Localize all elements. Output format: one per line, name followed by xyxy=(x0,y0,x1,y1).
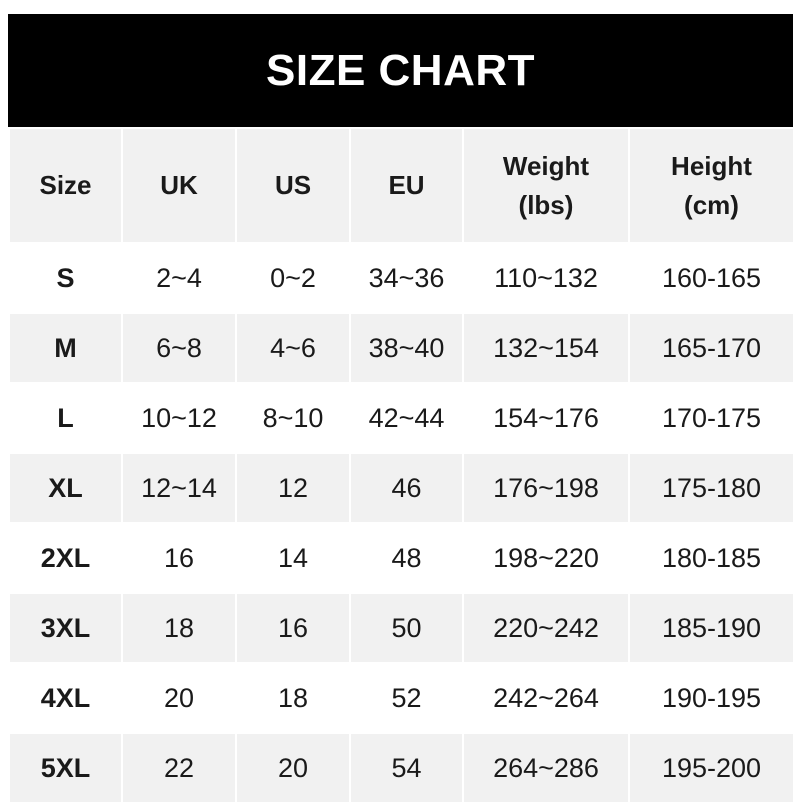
table-cell: 20 xyxy=(235,732,351,804)
table-cell: 160-165 xyxy=(628,242,795,314)
table-cell: 264~286 xyxy=(462,732,630,804)
table-cell: 18 xyxy=(121,592,237,664)
table-row: XL 12~14 12 46 176~198 175-180 xyxy=(8,452,795,524)
table-cell: 180-185 xyxy=(628,522,795,594)
table-cell: 16 xyxy=(235,592,351,664)
table-cell: 8~10 xyxy=(235,382,351,454)
table-row: 2XL 16 14 48 198~220 180-185 xyxy=(8,522,795,594)
table-cell: 220~242 xyxy=(462,592,630,664)
header-row: Size UK US EU Weight (lbs) Height (cm) xyxy=(8,127,795,244)
column-header: US xyxy=(235,127,351,244)
table-cell: 176~198 xyxy=(462,452,630,524)
column-header: UK xyxy=(121,127,237,244)
table-cell: 4~6 xyxy=(235,312,351,384)
table-row: 3XL 18 16 50 220~242 185-190 xyxy=(8,592,795,664)
size-cell: L xyxy=(8,382,123,454)
table-row: 5XL 22 20 54 264~286 195-200 xyxy=(8,732,795,804)
size-cell: M xyxy=(8,312,123,384)
size-cell: S xyxy=(8,242,123,314)
table-cell: 48 xyxy=(349,522,464,594)
table-row: 4XL 20 18 52 242~264 190-195 xyxy=(8,662,795,734)
table-cell: 198~220 xyxy=(462,522,630,594)
size-cell: 2XL xyxy=(8,522,123,594)
table-cell: 50 xyxy=(349,592,464,664)
table-cell: 34~36 xyxy=(349,242,464,314)
table-cell: 154~176 xyxy=(462,382,630,454)
table-cell: 42~44 xyxy=(349,382,464,454)
table-cell: 6~8 xyxy=(121,312,237,384)
column-header: Size xyxy=(8,127,123,244)
table-cell: 175-180 xyxy=(628,452,795,524)
table-cell: 165-170 xyxy=(628,312,795,384)
size-cell: XL xyxy=(8,452,123,524)
table-cell: 110~132 xyxy=(462,242,630,314)
size-table: Size UK US EU Weight (lbs) Height (cm) S 2~4 0~… xyxy=(8,127,795,804)
table-cell: 12 xyxy=(235,452,351,524)
table-row: S 2~4 0~2 34~36 110~132 160-165 xyxy=(8,242,795,314)
table-cell: 185-190 xyxy=(628,592,795,664)
table-cell: 170-175 xyxy=(628,382,795,454)
size-chart: SIZE CHART Size UK US EU Weight (lbs) Height … xyxy=(8,14,795,804)
table-cell: 195-200 xyxy=(628,732,795,804)
table-cell: 38~40 xyxy=(349,312,464,384)
table-cell: 190-195 xyxy=(628,662,795,734)
table-cell: 52 xyxy=(349,662,464,734)
table-row: M 6~8 4~6 38~40 132~154 165-170 xyxy=(8,312,795,384)
column-header: Height (cm) xyxy=(628,127,795,244)
table-cell: 242~264 xyxy=(462,662,630,734)
column-header: Weight (lbs) xyxy=(462,127,630,244)
table-cell: 0~2 xyxy=(235,242,351,314)
table-cell: 10~12 xyxy=(121,382,237,454)
size-cell: 4XL xyxy=(8,662,123,734)
size-cell: 5XL xyxy=(8,732,123,804)
table-cell: 2~4 xyxy=(121,242,237,314)
table-cell: 16 xyxy=(121,522,237,594)
size-cell: 3XL xyxy=(8,592,123,664)
table-cell: 22 xyxy=(121,732,237,804)
table-cell: 46 xyxy=(349,452,464,524)
table-cell: 12~14 xyxy=(121,452,237,524)
chart-title: SIZE CHART xyxy=(8,14,793,127)
column-header: EU xyxy=(349,127,464,244)
table-cell: 14 xyxy=(235,522,351,594)
table-cell: 54 xyxy=(349,732,464,804)
table-cell: 20 xyxy=(121,662,237,734)
table-cell: 18 xyxy=(235,662,351,734)
table-cell: 132~154 xyxy=(462,312,630,384)
table-row: L 10~12 8~10 42~44 154~176 170-175 xyxy=(8,382,795,454)
